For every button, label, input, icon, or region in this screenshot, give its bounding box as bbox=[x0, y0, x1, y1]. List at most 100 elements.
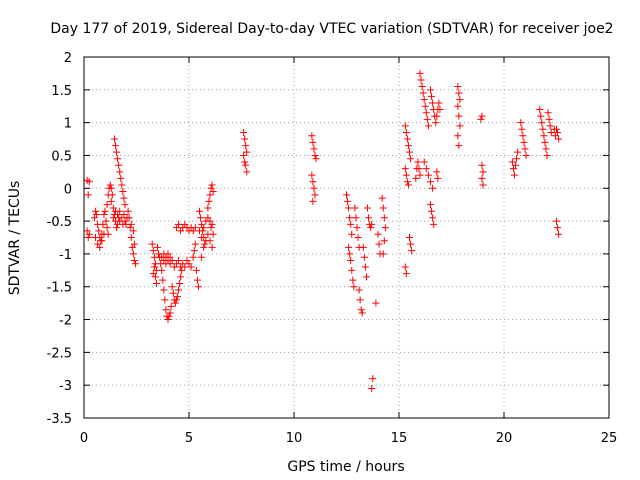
data-point bbox=[416, 171, 424, 179]
data-point bbox=[546, 122, 554, 130]
y-tick-label: 0 bbox=[64, 182, 72, 197]
data-point bbox=[308, 132, 316, 140]
data-point bbox=[164, 316, 172, 324]
data-point bbox=[243, 168, 251, 176]
data-point bbox=[193, 276, 201, 284]
data-point bbox=[160, 286, 168, 294]
data-point bbox=[417, 76, 425, 84]
data-point bbox=[362, 273, 370, 281]
data-point bbox=[434, 174, 442, 182]
data-point bbox=[539, 125, 547, 133]
x-tick-label: 15 bbox=[391, 431, 408, 446]
data-point bbox=[356, 296, 364, 304]
y-tick-label: 1 bbox=[64, 117, 72, 132]
data-point bbox=[360, 253, 368, 261]
data-point bbox=[114, 155, 122, 163]
data-point bbox=[430, 220, 438, 228]
data-point bbox=[189, 253, 197, 261]
data-point bbox=[309, 197, 317, 205]
data-point bbox=[148, 240, 156, 248]
data-point bbox=[455, 112, 463, 120]
data-point bbox=[151, 273, 159, 281]
data-point bbox=[545, 115, 553, 123]
axis-ticks: 2 1.5 1 0.5 0 -0.5 -1 -1.5 -2 -2.5 -3 -3.5 0 5 10 15 20 2… bbox=[47, 51, 618, 446]
data-point bbox=[165, 312, 173, 320]
data-point bbox=[346, 250, 354, 258]
data-point bbox=[240, 151, 248, 159]
y-tick-label: -1.5 bbox=[47, 281, 72, 296]
data-point bbox=[127, 234, 135, 241]
data-point bbox=[540, 132, 548, 140]
data-point bbox=[242, 161, 250, 169]
data-point bbox=[206, 191, 214, 199]
data-point bbox=[378, 194, 386, 202]
data-point bbox=[131, 260, 139, 268]
data-point bbox=[344, 197, 352, 205]
data-point bbox=[206, 237, 214, 245]
data-point bbox=[241, 135, 249, 143]
data-point bbox=[191, 224, 199, 232]
data-point bbox=[522, 151, 530, 159]
y-tick-label: 0.5 bbox=[51, 149, 72, 164]
data-point bbox=[162, 306, 170, 314]
data-point bbox=[181, 263, 189, 271]
data-point bbox=[103, 201, 111, 209]
data-point bbox=[555, 230, 563, 238]
data-point bbox=[107, 184, 115, 192]
data-point bbox=[130, 256, 138, 264]
data-point bbox=[418, 83, 426, 91]
data-point bbox=[455, 142, 463, 150]
data-point bbox=[343, 191, 350, 199]
data-point bbox=[175, 286, 182, 294]
data-point bbox=[98, 237, 106, 245]
data-point bbox=[454, 132, 462, 140]
plot-frame bbox=[83, 56, 610, 419]
data-point bbox=[198, 253, 206, 261]
data-point bbox=[191, 240, 199, 248]
data-point bbox=[358, 309, 366, 317]
data-point bbox=[511, 171, 518, 179]
data-point bbox=[115, 161, 123, 169]
data-point bbox=[100, 230, 108, 238]
data-point bbox=[346, 214, 354, 222]
data-point bbox=[379, 250, 387, 258]
y-tick-label: 1.5 bbox=[51, 84, 72, 99]
data-point bbox=[514, 148, 522, 156]
data-point bbox=[197, 214, 205, 222]
data-point bbox=[372, 299, 380, 307]
data-point bbox=[243, 148, 251, 156]
data-point bbox=[401, 165, 409, 173]
data-point bbox=[92, 234, 100, 241]
data-point bbox=[422, 165, 430, 173]
data-point bbox=[201, 240, 209, 248]
data-point bbox=[429, 99, 437, 107]
data-point bbox=[553, 217, 560, 225]
data-point bbox=[456, 96, 464, 104]
data-point bbox=[407, 155, 415, 163]
y-tick-label: -2 bbox=[59, 314, 72, 329]
data-point bbox=[168, 283, 176, 291]
data-point bbox=[109, 214, 117, 222]
y-axis-label: SDTVAR / TECUs bbox=[7, 181, 23, 296]
y-tick-label: -2.5 bbox=[47, 346, 72, 361]
data-point bbox=[187, 263, 195, 271]
data-point bbox=[166, 309, 174, 317]
data-point bbox=[374, 230, 382, 238]
data-point bbox=[126, 224, 134, 232]
data-point bbox=[369, 375, 377, 383]
x-tick-label: 5 bbox=[185, 431, 193, 446]
data-point bbox=[403, 135, 411, 143]
data-point bbox=[406, 148, 413, 156]
data-point bbox=[521, 145, 529, 153]
y-tick-label: -3.5 bbox=[47, 412, 72, 427]
data-point bbox=[520, 138, 528, 146]
data-point bbox=[428, 207, 436, 215]
data-point bbox=[166, 253, 174, 261]
data-point bbox=[479, 168, 487, 176]
data-point bbox=[547, 128, 555, 136]
data-point bbox=[112, 142, 119, 150]
data-point bbox=[424, 122, 432, 130]
data-point bbox=[433, 168, 441, 176]
data-point bbox=[204, 204, 212, 212]
data-point bbox=[308, 171, 316, 179]
